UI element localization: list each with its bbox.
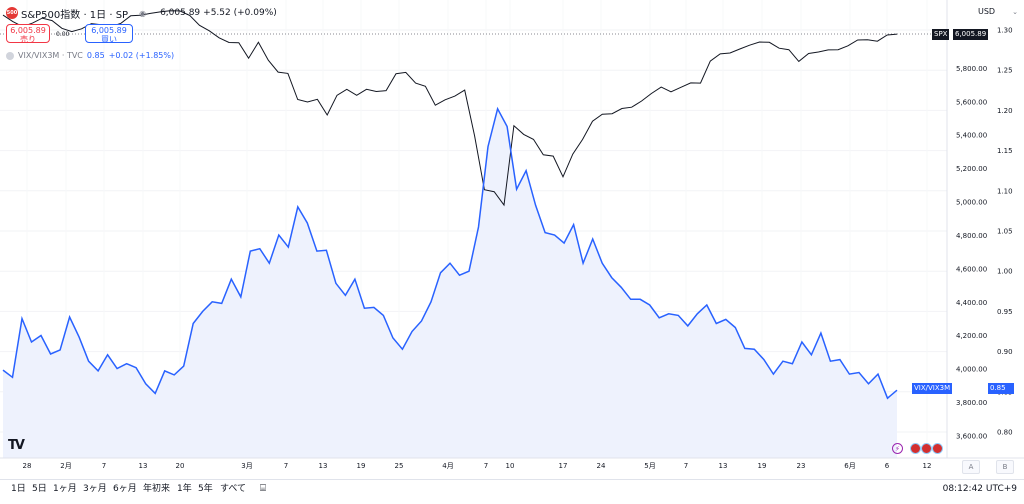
axis-b-button[interactable]: B	[996, 460, 1014, 474]
time-tick-label: 19	[357, 462, 366, 470]
time-tick-label: 7	[484, 462, 488, 470]
time-tick-label: 6	[885, 462, 890, 470]
spx-tick-label: 3,600.00	[956, 433, 987, 441]
spx-axis-tag: SPX	[932, 29, 950, 40]
time-tick-label: 13	[139, 462, 148, 470]
timeframe-6m[interactable]: 6ヶ月	[113, 484, 137, 494]
vix-price-axis: 1.301.251.201.151.101.051.000.950.900.85…	[997, 27, 1013, 437]
overlay-name: VIX/VIX3M · TVC	[18, 51, 83, 60]
time-tick-label: 13	[719, 462, 728, 470]
vix-tick-label: 1.25	[997, 67, 1013, 75]
time-tick-label: 7	[284, 462, 288, 470]
time-tick-label: 23	[797, 462, 806, 470]
spx-tick-label: 5,400.00	[956, 132, 987, 140]
vix-axis-tag: VIX/VIX3M	[912, 383, 953, 394]
currency-label: USD	[978, 7, 996, 16]
timeframe-5y[interactable]: 5年	[198, 484, 213, 494]
us-flag-event-icon[interactable]	[932, 443, 943, 454]
overlay-legend[interactable]: VIX/VIX3M · TVC 0.85 +0.02 (+1.85%)	[6, 51, 174, 60]
spx-tick-label: 4,000.00	[956, 366, 987, 374]
spx-tick-label: 4,800.00	[956, 232, 987, 240]
time-tick-label: 4月	[442, 462, 453, 470]
buy-label: 買い	[101, 35, 117, 44]
time-tick-label: 6月	[844, 462, 855, 470]
spx-tick-label: 4,600.00	[956, 265, 987, 273]
spx-tick-label: 5,600.00	[956, 98, 987, 106]
us-flag-event-icon[interactable]	[921, 443, 932, 454]
vix-tick-label: 1.15	[997, 147, 1013, 155]
timeframe-5d[interactable]: 5日	[32, 484, 47, 494]
spx-tick-label: 5,800.00	[956, 65, 987, 73]
time-tick-label: 12	[923, 462, 932, 470]
time-tick-label: 7	[102, 462, 106, 470]
timeframe-1d[interactable]: 1日	[11, 484, 26, 494]
axis-a-button[interactable]: A	[962, 460, 980, 474]
sp500-logo-icon: 500	[6, 7, 18, 19]
timeframe-1m[interactable]: 1ヶ月	[53, 484, 77, 494]
vix-tick-label: 1.10	[997, 187, 1013, 195]
vix-tick-label: 1.20	[997, 107, 1013, 115]
time-tick-label: 2月	[60, 462, 71, 470]
time-tick-label: 25	[395, 462, 404, 470]
symbol-name[interactable]: S&P500指数 · 1日 · SP	[21, 9, 129, 21]
currency-selector[interactable]: USD ⌄	[978, 5, 1018, 19]
spread-value: 0.00	[56, 31, 70, 38]
tradingview-logo-icon[interactable]: TV	[8, 438, 25, 453]
lightning-event-icon[interactable]: ⚡	[892, 443, 903, 454]
time-tick-label: 5月	[644, 462, 655, 470]
vix-tick-label: 0.80	[997, 429, 1013, 437]
symbol-last-price: 6,005.89	[160, 8, 201, 18]
spx-price-axis: 6,000.005,800.005,600.005,400.005,200.00…	[956, 31, 987, 440]
time-tick-label: 7	[684, 462, 688, 470]
spx-axis-value: 6,005.89	[953, 29, 989, 40]
spx-tick-label: 4,200.00	[956, 332, 987, 340]
us-flag-event-icon[interactable]	[910, 443, 921, 454]
overlay-dot-icon	[6, 51, 14, 60]
timeframe-all[interactable]: すべて	[220, 484, 247, 494]
vix-ratio-line	[2, 106, 898, 400]
symbol-legend: 500 S&P500指数 · 1日 · SP ◉ 6,005.89 +5.52 …	[6, 6, 277, 21]
timeframe-1y[interactable]: 1年	[177, 484, 192, 494]
time-tick-label: 20	[176, 462, 185, 470]
spx-tick-label: 5,200.00	[956, 165, 987, 173]
buy-button[interactable]: 6,005.89 買い	[85, 24, 133, 44]
buy-price: 6,005.89	[91, 26, 127, 35]
symbol-change: +5.52 (+0.09%)	[203, 8, 277, 18]
vix-tick-label: 1.00	[997, 268, 1013, 276]
overlay-last: 0.85	[86, 51, 105, 60]
spx-tick-label: 3,800.00	[956, 399, 987, 407]
vix-axis-value: 0.85	[988, 383, 1014, 394]
eye-icon[interactable]: ◉	[139, 8, 147, 18]
time-tick-label: 10	[506, 462, 515, 470]
sell-label: 売り	[20, 35, 36, 44]
sell-button[interactable]: 6,005.89 売り	[6, 24, 50, 44]
spx-tick-label: 4,400.00	[956, 299, 987, 307]
vix-tick-label: 1.05	[997, 228, 1013, 236]
time-tick-label: 24	[597, 462, 606, 470]
sell-price: 6,005.89	[10, 26, 46, 35]
vix-area-fill	[3, 108, 897, 459]
timeframe-ytd[interactable]: 年初来	[143, 484, 171, 494]
spx-price-line	[2, 10, 898, 207]
calendar-range-icon[interactable]: ⌸	[260, 483, 266, 494]
vix-tick-label: 1.30	[997, 27, 1013, 35]
chevron-down-icon: ⌄	[1012, 8, 1018, 16]
time-tick-label: 17	[559, 462, 568, 470]
bottom-toolbar: 1日 5日 1ヶ月 3ヶ月 6ヶ月 年初来 1年 5年 すべて ⌸ 08:12:…	[0, 479, 1024, 500]
vix-tick-label: 0.90	[997, 348, 1013, 356]
spx-tick-label: 5,000.00	[956, 199, 987, 207]
time-tick-label: 13	[319, 462, 328, 470]
time-tick-label: 28	[23, 462, 32, 470]
time-axis: 28 2月 7 13 20 3月 7 13 19 25 4月 7 10 17 24 5月 7 13 19 23 6月 6 1…	[23, 462, 932, 470]
vix-tick-label: 0.95	[997, 308, 1013, 316]
time-tick-label: 19	[758, 462, 767, 470]
clock[interactable]: 08:12:42 UTC+9	[942, 484, 1017, 494]
time-tick-label: 3月	[241, 462, 252, 470]
timeframe-3m[interactable]: 3ヶ月	[83, 484, 107, 494]
overlay-change: +0.02 (+1.85%)	[108, 51, 175, 60]
